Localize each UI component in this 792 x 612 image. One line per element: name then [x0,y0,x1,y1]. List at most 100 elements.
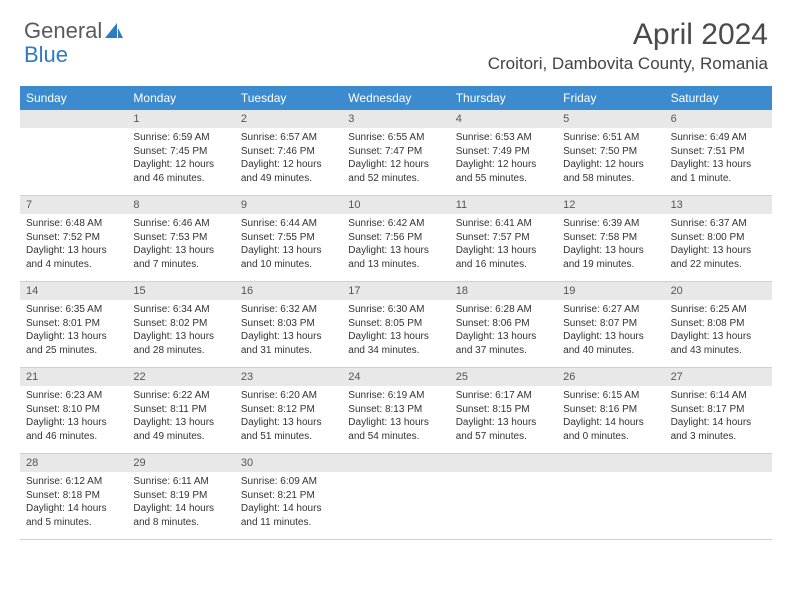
day-cell: 1Sunrise: 6:59 AMSunset: 7:45 PMDaylight… [127,110,234,196]
day-number: 1 [127,110,234,128]
day-details: Sunrise: 6:35 AMSunset: 8:01 PMDaylight:… [20,300,127,361]
day-details: Sunrise: 6:25 AMSunset: 8:08 PMDaylight:… [665,300,772,361]
day-cell: 26Sunrise: 6:15 AMSunset: 8:16 PMDayligh… [557,368,664,454]
day-number: 2 [235,110,342,128]
page-header: General April 2024 Croitori, Dambovita C… [0,0,792,78]
day-details: Sunrise: 6:48 AMSunset: 7:52 PMDaylight:… [20,214,127,275]
location-text: Croitori, Dambovita County, Romania [488,54,768,74]
brand-logo: General [24,18,124,44]
day-number: 13 [665,196,772,214]
day-cell: 8Sunrise: 6:46 AMSunset: 7:53 PMDaylight… [127,196,234,282]
empty-cell [342,454,449,540]
day-header: Thursday [450,86,557,110]
day-header: Wednesday [342,86,449,110]
day-number: 23 [235,368,342,386]
day-cell: 23Sunrise: 6:20 AMSunset: 8:12 PMDayligh… [235,368,342,454]
day-cell: 28Sunrise: 6:12 AMSunset: 8:18 PMDayligh… [20,454,127,540]
day-details: Sunrise: 6:22 AMSunset: 8:11 PMDaylight:… [127,386,234,447]
day-number: 10 [342,196,449,214]
day-header: Saturday [665,86,772,110]
day-header: Tuesday [235,86,342,110]
day-details: Sunrise: 6:34 AMSunset: 8:02 PMDaylight:… [127,300,234,361]
day-details: Sunrise: 6:41 AMSunset: 7:57 PMDaylight:… [450,214,557,275]
day-number: 12 [557,196,664,214]
day-details: Sunrise: 6:53 AMSunset: 7:49 PMDaylight:… [450,128,557,189]
day-details: Sunrise: 6:11 AMSunset: 8:19 PMDaylight:… [127,472,234,533]
day-cell: 17Sunrise: 6:30 AMSunset: 8:05 PMDayligh… [342,282,449,368]
day-cell: 11Sunrise: 6:41 AMSunset: 7:57 PMDayligh… [450,196,557,282]
day-details: Sunrise: 6:44 AMSunset: 7:55 PMDaylight:… [235,214,342,275]
sail-icon [104,22,124,40]
brand-part2: Blue [24,42,68,67]
calendar-grid: SundayMondayTuesdayWednesdayThursdayFrid… [20,86,772,540]
day-cell: 24Sunrise: 6:19 AMSunset: 8:13 PMDayligh… [342,368,449,454]
day-cell: 22Sunrise: 6:22 AMSunset: 8:11 PMDayligh… [127,368,234,454]
day-cell: 12Sunrise: 6:39 AMSunset: 7:58 PMDayligh… [557,196,664,282]
day-number: 5 [557,110,664,128]
day-details: Sunrise: 6:32 AMSunset: 8:03 PMDaylight:… [235,300,342,361]
day-cell: 15Sunrise: 6:34 AMSunset: 8:02 PMDayligh… [127,282,234,368]
day-number: 9 [235,196,342,214]
day-cell: 25Sunrise: 6:17 AMSunset: 8:15 PMDayligh… [450,368,557,454]
day-number: 16 [235,282,342,300]
day-number: 29 [127,454,234,472]
empty-cell [665,454,772,540]
day-details: Sunrise: 6:14 AMSunset: 8:17 PMDaylight:… [665,386,772,447]
empty-cell [450,454,557,540]
day-details: Sunrise: 6:49 AMSunset: 7:51 PMDaylight:… [665,128,772,189]
day-details: Sunrise: 6:57 AMSunset: 7:46 PMDaylight:… [235,128,342,189]
day-details: Sunrise: 6:15 AMSunset: 8:16 PMDaylight:… [557,386,664,447]
day-cell: 9Sunrise: 6:44 AMSunset: 7:55 PMDaylight… [235,196,342,282]
day-cell: 3Sunrise: 6:55 AMSunset: 7:47 PMDaylight… [342,110,449,196]
empty-cell [557,454,664,540]
day-details: Sunrise: 6:51 AMSunset: 7:50 PMDaylight:… [557,128,664,189]
day-number: 7 [20,196,127,214]
day-cell: 10Sunrise: 6:42 AMSunset: 7:56 PMDayligh… [342,196,449,282]
day-details: Sunrise: 6:19 AMSunset: 8:13 PMDaylight:… [342,386,449,447]
day-cell: 2Sunrise: 6:57 AMSunset: 7:46 PMDaylight… [235,110,342,196]
brand-part1: General [24,18,102,44]
day-cell: 19Sunrise: 6:27 AMSunset: 8:07 PMDayligh… [557,282,664,368]
day-number: 19 [557,282,664,300]
day-cell: 6Sunrise: 6:49 AMSunset: 7:51 PMDaylight… [665,110,772,196]
day-number: 30 [235,454,342,472]
day-number: 8 [127,196,234,214]
day-cell: 21Sunrise: 6:23 AMSunset: 8:10 PMDayligh… [20,368,127,454]
day-number: 6 [665,110,772,128]
day-cell: 7Sunrise: 6:48 AMSunset: 7:52 PMDaylight… [20,196,127,282]
day-details: Sunrise: 6:17 AMSunset: 8:15 PMDaylight:… [450,386,557,447]
day-header: Monday [127,86,234,110]
title-block: April 2024 Croitori, Dambovita County, R… [488,18,768,74]
empty-cell [20,110,127,196]
day-number: 22 [127,368,234,386]
day-details: Sunrise: 6:55 AMSunset: 7:47 PMDaylight:… [342,128,449,189]
day-details: Sunrise: 6:20 AMSunset: 8:12 PMDaylight:… [235,386,342,447]
day-cell: 4Sunrise: 6:53 AMSunset: 7:49 PMDaylight… [450,110,557,196]
day-details: Sunrise: 6:09 AMSunset: 8:21 PMDaylight:… [235,472,342,533]
day-details: Sunrise: 6:30 AMSunset: 8:05 PMDaylight:… [342,300,449,361]
day-details: Sunrise: 6:39 AMSunset: 7:58 PMDaylight:… [557,214,664,275]
day-number: 21 [20,368,127,386]
day-number: 25 [450,368,557,386]
day-details: Sunrise: 6:28 AMSunset: 8:06 PMDaylight:… [450,300,557,361]
day-number: 4 [450,110,557,128]
day-details: Sunrise: 6:42 AMSunset: 7:56 PMDaylight:… [342,214,449,275]
day-number: 28 [20,454,127,472]
day-header: Sunday [20,86,127,110]
day-details: Sunrise: 6:27 AMSunset: 8:07 PMDaylight:… [557,300,664,361]
day-details: Sunrise: 6:46 AMSunset: 7:53 PMDaylight:… [127,214,234,275]
day-number: 24 [342,368,449,386]
day-number: 27 [665,368,772,386]
day-number: 15 [127,282,234,300]
day-header: Friday [557,86,664,110]
day-cell: 20Sunrise: 6:25 AMSunset: 8:08 PMDayligh… [665,282,772,368]
day-details: Sunrise: 6:12 AMSunset: 8:18 PMDaylight:… [20,472,127,533]
day-cell: 5Sunrise: 6:51 AMSunset: 7:50 PMDaylight… [557,110,664,196]
day-cell: 13Sunrise: 6:37 AMSunset: 8:00 PMDayligh… [665,196,772,282]
day-cell: 14Sunrise: 6:35 AMSunset: 8:01 PMDayligh… [20,282,127,368]
day-cell: 29Sunrise: 6:11 AMSunset: 8:19 PMDayligh… [127,454,234,540]
day-number: 26 [557,368,664,386]
day-number: 14 [20,282,127,300]
day-details: Sunrise: 6:23 AMSunset: 8:10 PMDaylight:… [20,386,127,447]
day-details: Sunrise: 6:37 AMSunset: 8:00 PMDaylight:… [665,214,772,275]
